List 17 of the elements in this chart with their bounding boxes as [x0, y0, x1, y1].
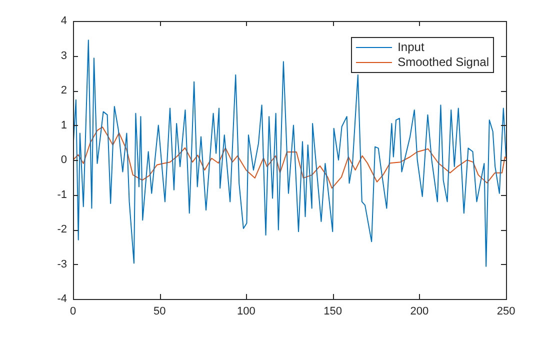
y-tick-label: 3	[60, 50, 67, 62]
y-tick-label: -1	[57, 188, 67, 201]
legend-label: Smoothed Signal	[398, 55, 489, 70]
y-tick-label: 4	[60, 15, 67, 28]
x-tick-label: 0	[70, 306, 76, 318]
y-tick-label: -3	[57, 258, 67, 270]
y-tick-label: 1	[60, 119, 67, 132]
x-tick-label: 50	[153, 306, 166, 318]
y-tick-label: 2	[60, 84, 67, 97]
x-tick-label: 100	[237, 306, 256, 318]
legend-label: Input	[398, 40, 424, 55]
y-tick-label: -2	[57, 224, 67, 236]
x-tick-label: 200	[410, 306, 429, 318]
y-tick-label: -4	[57, 293, 67, 306]
y-tick-label: 0	[60, 154, 67, 166]
x-tick-label: 250	[496, 306, 516, 318]
x-tick-label: 150	[324, 306, 342, 318]
